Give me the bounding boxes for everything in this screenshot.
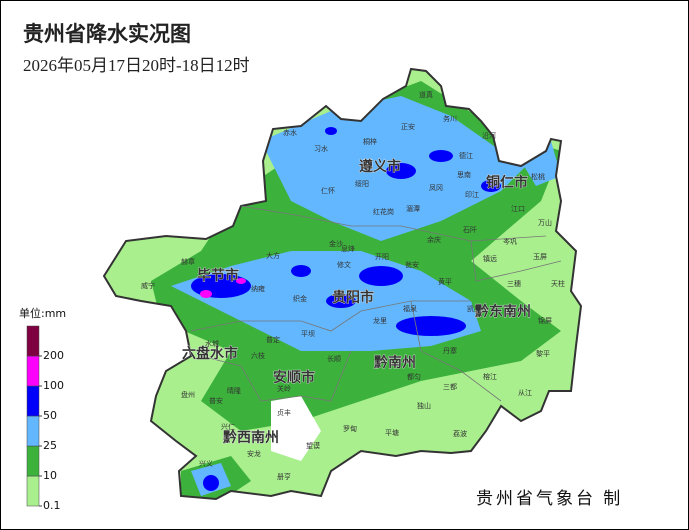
county-label: 江口 xyxy=(511,205,525,213)
county-label: 册亨 xyxy=(277,472,291,481)
county-label: 修文 xyxy=(337,260,351,269)
county-label: 黎平 xyxy=(536,349,550,358)
city-label: 黔南州 xyxy=(374,354,416,371)
county-label: 威宁 xyxy=(141,281,155,290)
legend-swatch xyxy=(26,415,40,447)
county-label: 万山 xyxy=(538,218,552,227)
legend-tick-label: 100 xyxy=(43,379,64,392)
county-label: 水城 xyxy=(205,339,219,348)
county-label: 息烽 xyxy=(341,244,355,253)
county-label: 凤冈 xyxy=(429,184,443,192)
legend-swatch xyxy=(26,475,40,507)
county-label: 罗甸 xyxy=(343,424,357,433)
county-label: 锦屏 xyxy=(538,316,552,325)
city-label: 黔东南州 xyxy=(475,303,531,320)
city-label: 遵义市 xyxy=(359,158,401,175)
county-label: 三穗 xyxy=(507,279,521,288)
county-label: 沿河 xyxy=(482,131,496,140)
city-label: 贵阳市 xyxy=(332,289,374,306)
county-label: 榕江 xyxy=(483,372,497,381)
county-label: 红花岗 xyxy=(373,207,394,216)
county-label: 正安 xyxy=(401,122,415,131)
county-label: 凯里 xyxy=(467,304,481,313)
county-label: 关岭 xyxy=(277,384,291,393)
county-label: 平坝 xyxy=(301,329,315,338)
county-label: 德江 xyxy=(459,151,473,160)
legend-tick-label: 10 xyxy=(43,469,57,482)
legend-unit: 单位:mm xyxy=(19,306,66,320)
county-label: 仁怀 xyxy=(321,186,335,195)
county-label: 桐梓 xyxy=(363,137,377,146)
county-label: 绥阳 xyxy=(355,179,369,188)
county-label: 长顺 xyxy=(327,354,341,363)
county-label: 独山 xyxy=(417,401,431,410)
prefecture-borders xyxy=(190,205,562,402)
county-label: 福泉 xyxy=(403,304,417,313)
county-label: 湄潭 xyxy=(406,204,420,213)
county-label: 贞丰 xyxy=(277,408,291,417)
legend-swatch xyxy=(26,355,40,387)
county-label: 兴义 xyxy=(199,459,213,468)
city-label: 黔西南州 xyxy=(223,429,279,446)
legend-tick-label: 0.1 xyxy=(43,499,61,512)
county-label: 普安 xyxy=(209,396,223,405)
legend-tick-label: 25 xyxy=(43,439,57,452)
city-label: 六盘水市 xyxy=(182,345,238,362)
county-label: 纳雍 xyxy=(251,284,265,293)
county-label: 丹寨 xyxy=(443,346,457,355)
city-label: 安顺市 xyxy=(273,369,315,386)
county-label: 石阡 xyxy=(463,225,477,234)
county-label: 三都 xyxy=(443,383,457,391)
county-label: 大方 xyxy=(266,251,280,260)
city-label: 铜仁市 xyxy=(486,174,528,191)
county-label: 赤水 xyxy=(283,128,297,137)
legend-tick-label: 50 xyxy=(43,409,57,422)
county-label: 荔波 xyxy=(453,429,467,438)
county-label: 岑巩 xyxy=(503,237,517,246)
county-label: 都匀 xyxy=(407,372,421,381)
county-label: 印江 xyxy=(465,191,479,199)
legend-swatch xyxy=(26,325,40,357)
city-label: 毕节市 xyxy=(197,267,239,284)
title: 贵州省降水实况图 xyxy=(23,22,191,46)
county-label: 瓮安 xyxy=(405,260,419,269)
county-label: 龙里 xyxy=(373,316,387,325)
county-label: 思南 xyxy=(457,170,471,179)
producer: 贵州省气象台 制 xyxy=(476,489,623,508)
county-label: 安龙 xyxy=(247,449,261,458)
county-label: 玉屏 xyxy=(533,253,547,261)
county-label: 习水 xyxy=(314,144,328,153)
county-label: 黄平 xyxy=(438,277,452,286)
subtitle: 2026年05月17日20时-18日12时 xyxy=(23,56,250,75)
county-label: 务川 xyxy=(443,114,457,123)
county-label: 望谟 xyxy=(306,441,320,450)
legend-swatch xyxy=(26,445,40,477)
county-label: 普定 xyxy=(266,335,280,344)
county-label: 道真 xyxy=(419,90,433,99)
county-label: 从江 xyxy=(518,389,532,397)
county-label: 织金 xyxy=(293,294,307,303)
county-label: 平塘 xyxy=(385,428,399,437)
county-label: 镇远 xyxy=(483,254,497,263)
legend-swatch xyxy=(26,385,40,417)
county-label: 晴隆 xyxy=(227,386,241,395)
county-label: 余庆 xyxy=(427,235,441,244)
county-label: 盘州 xyxy=(181,390,195,399)
county-label: 开阳 xyxy=(375,252,389,261)
county-label: 金沙 xyxy=(329,239,343,248)
county-label: 松桃 xyxy=(531,172,545,181)
county-label: 六枝 xyxy=(251,351,265,360)
county-label: 天柱 xyxy=(551,279,565,288)
legend-tick-label: 200 xyxy=(43,349,64,362)
county-label: 兴仁 xyxy=(221,422,235,431)
county-label: 赫章 xyxy=(181,257,195,266)
